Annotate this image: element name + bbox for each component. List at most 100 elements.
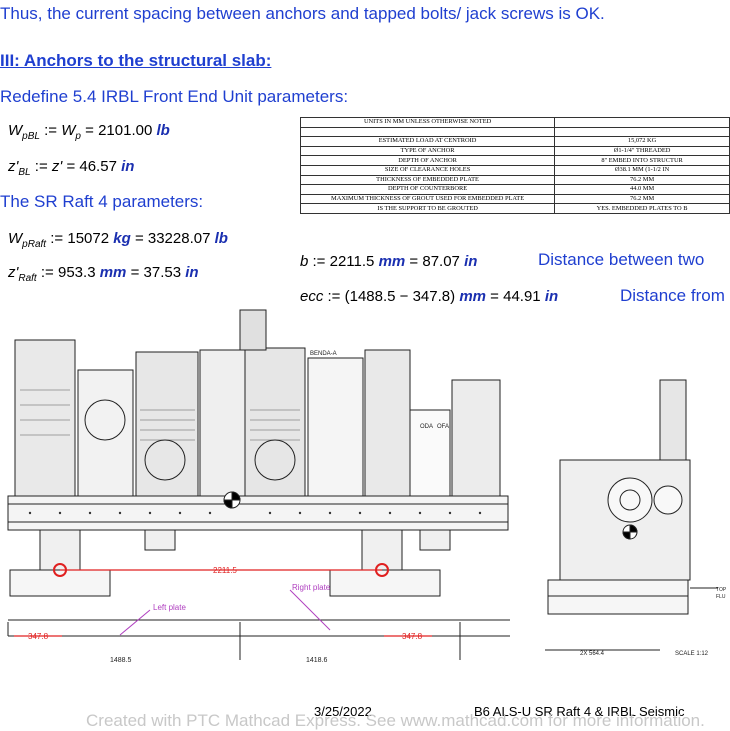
note-b: Distance between two: [538, 250, 705, 269]
eq-value: 2101.00: [98, 122, 153, 139]
table-row: SIZE OF CLEARANCE HOLES Ø38.1 MM (1-1/2 I…: [300, 164, 730, 176]
eq-unit: in: [185, 264, 199, 281]
spec-table: UNITS IN MM UNLESS OTHERWISE NOTED ESTIM…: [300, 117, 730, 214]
table-row: ESTIMATED LOAD AT CENTROID 15,072 KG: [300, 136, 730, 147]
table-row: MAXIMUM THICKNESS OF GROUT USED FOR EMBE…: [300, 193, 730, 205]
equipment-block: [199, 349, 246, 497]
eq-value: 37.53: [143, 264, 182, 281]
dim-347-left: 347.8: [28, 632, 49, 641]
eq-unit: kg: [113, 230, 131, 247]
eq-symbol: z': [51, 158, 63, 175]
eq-unit: in: [464, 253, 478, 270]
table-cell: YES. EMBEDDED PLATES TO B: [554, 203, 730, 214]
eq-subscript: p: [75, 131, 81, 142]
table-spacer: [300, 126, 556, 138]
left-plate: [9, 569, 111, 597]
eq-equals: =: [409, 253, 419, 270]
eq-value: 33228.07: [147, 230, 211, 247]
equipment-block: [409, 409, 451, 497]
eq-value: 953.3: [58, 264, 96, 281]
eq-equals: =: [85, 122, 94, 139]
equipment-block: [307, 357, 364, 497]
eq-value: 15072: [67, 230, 110, 247]
right-plate-label: Right plate: [292, 583, 331, 592]
eq-equals: =: [130, 264, 140, 281]
table-header-blank: [554, 117, 730, 128]
equipment-block: [451, 379, 501, 497]
conclusion-text: Thus, the current spacing between anchor…: [0, 4, 605, 23]
table-cell: DEPTH OF COUNTERBORE: [300, 184, 556, 195]
note-ecc: Distance from: [620, 286, 725, 305]
label-oda: ODA: [420, 424, 433, 430]
equation-zraft: z'Raft := 953.3 mm = 37.53 in: [8, 264, 199, 284]
side-view: [545, 379, 718, 651]
eq-assign: :=: [50, 230, 64, 247]
table-cell: 15,072 KG: [554, 136, 730, 147]
equation-wpbl: WpBL := Wp = 2101.00 lb: [8, 122, 170, 142]
table-row: IS THE SUPPORT TO BE GROUTED YES. EMBEDDE…: [300, 203, 730, 214]
dim-1418: 1418.6: [306, 657, 328, 664]
eq-unit: mm: [378, 253, 406, 270]
table-row: TYPE OF ANCHOR Ø1-1/4" THREADED: [300, 145, 730, 157]
eq-subscript: Raft: [18, 273, 37, 284]
eq-subscript: pBL: [22, 131, 40, 142]
eq-equals: =: [66, 158, 76, 175]
eq-assign: :=: [327, 288, 341, 305]
side-view-base: [547, 579, 689, 615]
eq-subscript: pRaft: [22, 239, 47, 250]
eq-symbol: ecc: [300, 288, 324, 305]
eq-assign: :=: [40, 264, 54, 281]
anchor-dimension: 2211.5 347.8 347.8: [14, 563, 432, 641]
table-spacer: [554, 126, 730, 138]
dim-2x564: 2X 564.4: [580, 651, 605, 657]
equation-wpraft: WpRaft := 15072 kg = 33228.07 lb: [8, 230, 228, 250]
eq-unit: mm: [459, 288, 486, 305]
table-cell: TYPE OF ANCHOR: [300, 145, 556, 157]
table-cell: ESTIMATED LOAD AT CENTROID: [300, 136, 556, 147]
equation-zbl: z'BL := z' = 46.57 in: [8, 158, 134, 178]
eq-equals: =: [490, 288, 499, 305]
eq-symbol: W: [61, 122, 76, 139]
eq-unit: lb: [214, 230, 228, 247]
dim-1488: 1488.5: [110, 657, 132, 664]
label-flu: FLU: [716, 594, 726, 600]
scale-label: SCALE 1:12: [675, 651, 709, 657]
label-benda: BENDA-A: [310, 351, 337, 357]
table-cell: DEPTH OF ANCHOR: [300, 155, 556, 166]
table-cell: MAXIMUM THICKNESS OF GROUT USED FOR EMBE…: [300, 193, 556, 205]
eq-symbol: W: [8, 230, 23, 247]
footer-date: 3/25/2022: [314, 704, 372, 719]
eq-assign: :=: [34, 158, 48, 175]
eq-equals: =: [134, 230, 144, 247]
table-row: THICKNESS OF EMBEDDED PLATE 76.2 MM: [300, 174, 730, 186]
table-cell: 44.0 MM: [554, 184, 730, 195]
table-cell: 8" EMBED INTO STRUCTUR: [554, 155, 730, 166]
eq-symbol: W: [8, 122, 23, 139]
equation-b: b := 2211.5 mm = 87.07 in: [300, 253, 477, 270]
table-cell: 76.2 MM: [554, 193, 730, 205]
watermark: Created with PTC Mathcad Express. See ww…: [86, 711, 705, 730]
eq-value: 44.91: [503, 288, 541, 305]
eq-value: 46.57: [79, 158, 117, 175]
eq-assign: :=: [312, 253, 326, 270]
equipment-block: [77, 369, 134, 497]
equation-ecc: ecc := (1488.5 − 347.8) mm = 44.91 in: [300, 288, 558, 305]
eq-subscript: BL: [18, 167, 31, 178]
table-row: UNITS IN MM UNLESS OTHERWISE NOTED: [300, 117, 730, 128]
label-ofa: OFA: [437, 424, 449, 430]
dim-347-right: 347.8: [402, 632, 423, 641]
spec-table-wrap: UNITS IN MM UNLESS OTHERWISE NOTED ESTIM…: [300, 117, 730, 214]
table-cell: 76.2 MM: [554, 174, 730, 186]
table-row: DEPTH OF ANCHOR 8" EMBED INTO STRUCTUR: [300, 155, 730, 166]
eq-symbol: b: [300, 253, 309, 270]
raft-base-plate: [7, 495, 509, 531]
support-leg: [144, 529, 176, 551]
front-view: [7, 309, 510, 660]
equipment-block: [244, 347, 306, 497]
eq-value: 2211.5: [329, 253, 375, 270]
equipment-block: [364, 349, 411, 497]
eq-value: (1488.5 − 347.8): [344, 288, 456, 305]
table-cell: Ø38.1 MM (1-1/2 IN: [554, 164, 730, 176]
eq-unit: mm: [99, 264, 127, 281]
support-leg: [419, 529, 451, 551]
